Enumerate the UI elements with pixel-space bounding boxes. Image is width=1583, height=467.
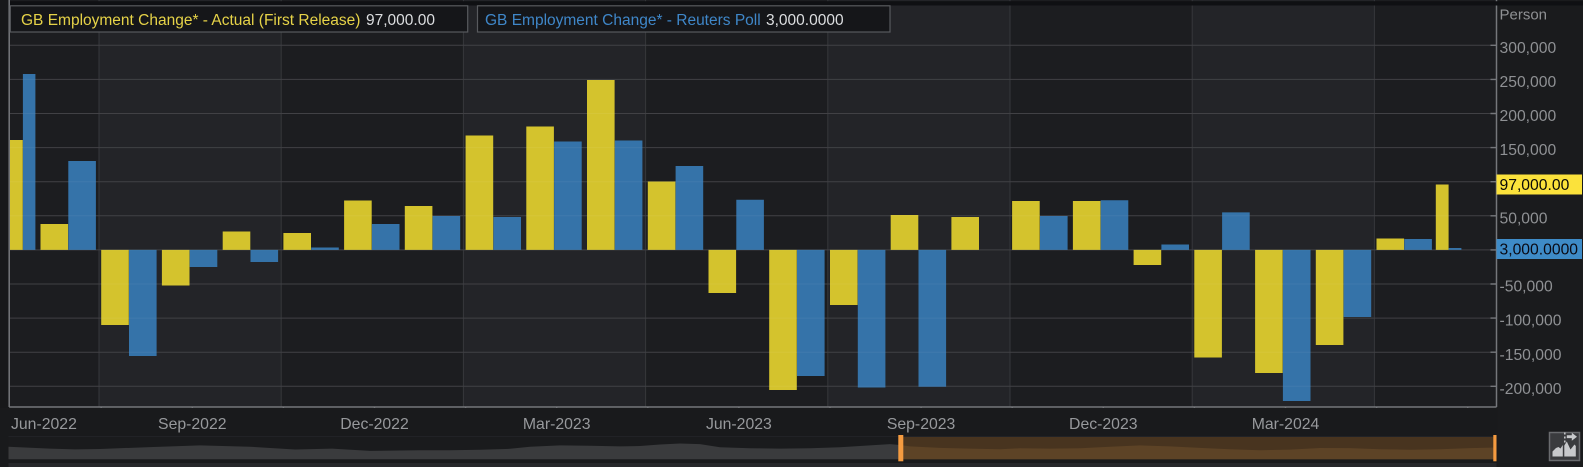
svg-text:150,000: 150,000 [1500,142,1557,159]
svg-text:97,000.00: 97,000.00 [1500,177,1570,194]
svg-text:-50,000: -50,000 [1500,279,1553,296]
svg-text:97,000.00: 97,000.00 [366,12,435,29]
svg-text:GB Employment Change* - Actual: GB Employment Change* - Actual (First Re… [21,12,360,29]
svg-text:GB Employment Change* - Reuter: GB Employment Change* - Reuters Poll [485,12,761,29]
svg-text:250,000: 250,000 [1500,74,1557,91]
svg-text:3,000.0000: 3,000.0000 [1500,241,1579,258]
svg-text:Dec-2023: Dec-2023 [1069,416,1138,433]
svg-text:-100,000: -100,000 [1500,313,1562,330]
svg-text:50,000: 50,000 [1500,210,1548,227]
svg-text:Sep-2023: Sep-2023 [887,416,956,433]
svg-text:Dec-2022: Dec-2022 [340,416,409,433]
svg-text:200,000: 200,000 [1500,108,1557,125]
svg-text:Sep-2022: Sep-2022 [158,416,227,433]
svg-text:Jun-2022: Jun-2022 [11,416,77,433]
svg-text:300,000: 300,000 [1500,40,1557,57]
svg-text:-200,000: -200,000 [1500,381,1562,398]
svg-text:Mar-2023: Mar-2023 [523,416,591,433]
svg-text:Jun-2023: Jun-2023 [706,416,772,433]
svg-text:-150,000: -150,000 [1500,347,1562,364]
svg-text:Mar-2024: Mar-2024 [1252,416,1320,433]
svg-text:Person: Person [1500,7,1548,24]
svg-text:3,000.0000: 3,000.0000 [766,12,844,29]
